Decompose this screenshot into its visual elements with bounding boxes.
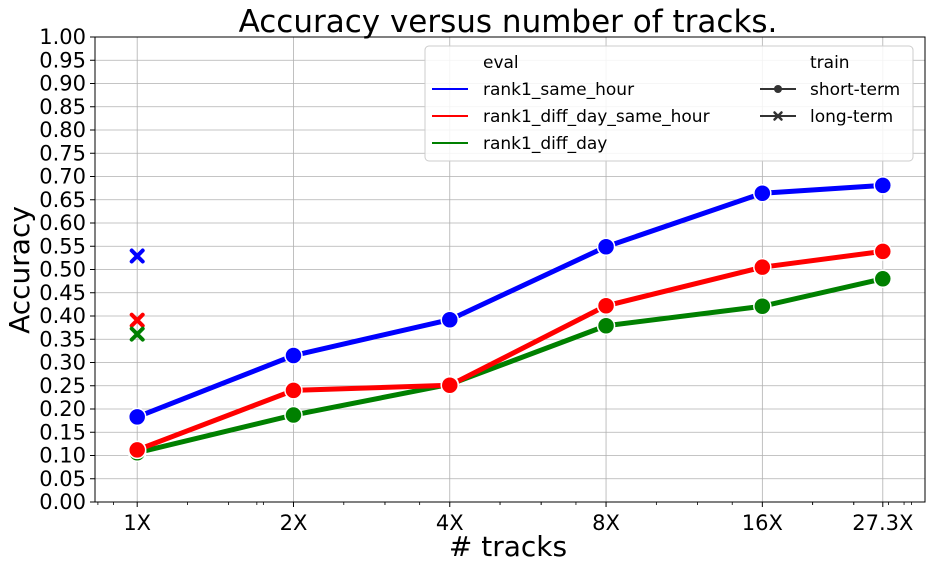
y-tick-label: 0.10 bbox=[39, 444, 86, 468]
y-tick-label: 0.70 bbox=[39, 165, 86, 189]
y-tick-label: 0.95 bbox=[39, 48, 86, 72]
y-tick-label: 0.90 bbox=[39, 72, 86, 96]
series bbox=[134, 182, 886, 456]
y-tick-label: 0.00 bbox=[39, 490, 86, 514]
cross-point-rank1-same-hour bbox=[129, 248, 145, 264]
legend-label-same-hour: rank1_same_hour bbox=[483, 80, 634, 100]
legend-eval-title: eval bbox=[483, 53, 519, 73]
data-point-rank1-diff-day bbox=[873, 269, 893, 289]
y-tick-label: 0.80 bbox=[39, 118, 86, 142]
data-point-rank1-same-hour bbox=[284, 346, 303, 365]
y-axis-label: Accuracy bbox=[3, 206, 36, 334]
data-point-rank1-diff-day-same-hour bbox=[440, 376, 460, 395]
y-tick-label: 0.20 bbox=[39, 397, 86, 421]
x-tick-label: 16X bbox=[742, 511, 783, 535]
series-line-rank1-diff-day bbox=[134, 276, 886, 456]
x-tick-label: 8X bbox=[592, 511, 620, 535]
y-tick-label: 0.75 bbox=[39, 141, 86, 165]
y-tick-label: 0.65 bbox=[39, 188, 86, 212]
cross-point-rank1-diff-day-same-hour bbox=[129, 312, 145, 328]
x-tick-label: 27.3X bbox=[852, 511, 913, 535]
data-point-rank1-diff-day bbox=[596, 316, 616, 336]
y-tick-label: 1.00 bbox=[39, 25, 86, 49]
data-point-rank1-diff-day-same-hour bbox=[873, 242, 893, 261]
y-tick-label: 0.05 bbox=[39, 467, 86, 491]
legend-box bbox=[424, 45, 914, 162]
data-point-rank1-diff-day-same-hour bbox=[127, 440, 147, 460]
data-point-rank1-diff-day bbox=[753, 296, 772, 316]
x-tick-label: 1X bbox=[123, 511, 151, 535]
axis-ticks: 0.000.050.100.150.200.250.300.350.400.45… bbox=[39, 25, 913, 535]
legend-label-short-term: short-term bbox=[810, 80, 900, 100]
x-tick-label: 4X bbox=[436, 511, 464, 535]
y-tick-label: 0.50 bbox=[39, 258, 86, 282]
data-point-rank1-same-hour bbox=[596, 237, 616, 256]
x-tick-label: 2X bbox=[280, 511, 308, 535]
legend-label-long-term: long-term bbox=[810, 107, 893, 127]
y-tick-label: 0.40 bbox=[39, 304, 86, 328]
data-point-rank1-diff-day-same-hour bbox=[596, 296, 616, 316]
data-point-rank1-same-hour bbox=[873, 176, 893, 195]
y-tick-label: 0.60 bbox=[39, 211, 86, 235]
data-point-rank1-diff-day-same-hour bbox=[753, 257, 772, 277]
series-line-rank1-same-hour bbox=[134, 182, 886, 420]
series-line-rank1-diff-day-same-hour bbox=[134, 248, 886, 453]
x-axis-label: # tracks bbox=[449, 530, 567, 563]
data-point-rank1-same-hour bbox=[753, 183, 772, 203]
data-point-rank1-diff-day bbox=[284, 405, 303, 425]
legend-label-diff-day-same-hour: rank1_diff_day_same_hour bbox=[483, 107, 710, 127]
legend-marker-circle bbox=[774, 85, 782, 93]
y-tick-label: 0.25 bbox=[39, 374, 86, 398]
data-point-rank1-same-hour bbox=[440, 310, 460, 329]
legend-label-diff-day: rank1_diff_day bbox=[483, 134, 607, 154]
y-tick-label: 0.55 bbox=[39, 234, 86, 258]
legend: eval rank1_same_hour rank1_diff_day_same… bbox=[424, 45, 914, 162]
y-tick-label: 0.15 bbox=[39, 420, 86, 444]
legend-marker-cross bbox=[773, 111, 783, 121]
y-tick-label: 0.35 bbox=[39, 327, 86, 351]
chart-title: Accuracy versus number of tracks. bbox=[239, 4, 778, 40]
y-tick-label: 0.30 bbox=[39, 351, 86, 375]
y-tick-label: 0.85 bbox=[39, 95, 86, 119]
y-tick-label: 0.45 bbox=[39, 281, 86, 305]
data-point-rank1-same-hour bbox=[127, 407, 147, 427]
cross-point-rank1-diff-day bbox=[129, 326, 145, 342]
legend-train-title: train bbox=[810, 53, 850, 73]
markers bbox=[127, 176, 893, 462]
data-point-rank1-diff-day-same-hour bbox=[284, 381, 303, 400]
